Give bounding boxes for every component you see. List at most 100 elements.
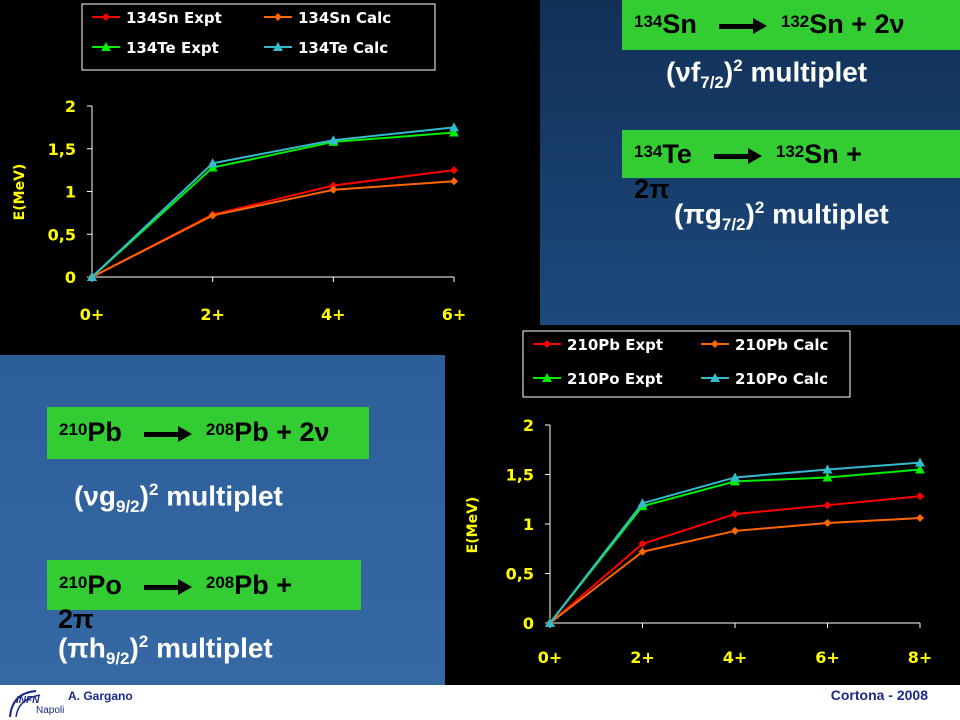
reaction-box-te134: 134Te 132Sn + bbox=[622, 130, 960, 178]
data-point bbox=[823, 519, 832, 528]
chart-210: 210Pb Expt 210Pb Calc 210Po Expt 210Po Calc… bbox=[445, 325, 960, 687]
reaction-box-po210: 210Po 208Pb + bbox=[47, 560, 361, 610]
multiplet-close: ) bbox=[129, 632, 139, 664]
data-point bbox=[916, 492, 924, 501]
legend-label: 134Te Expt bbox=[126, 39, 219, 57]
x-tick-label: 8+ bbox=[908, 648, 933, 667]
y-tick-label: 0 bbox=[65, 268, 76, 287]
x-tick-label: 4+ bbox=[321, 305, 346, 324]
data-point bbox=[328, 135, 339, 145]
multiplet-sup: 2 bbox=[754, 198, 765, 217]
legend-label: 210Po Expt bbox=[567, 370, 663, 388]
logo-infn-text: INFN bbox=[16, 695, 40, 706]
legend-label: 134Te Calc bbox=[298, 39, 388, 57]
multiplet-sub: 7/2 bbox=[721, 214, 746, 234]
data-point bbox=[823, 501, 832, 510]
data-point bbox=[731, 526, 739, 535]
y-tick-label: 2 bbox=[523, 416, 534, 435]
y-tick-label: 2 bbox=[65, 97, 76, 116]
legend-marker bbox=[711, 340, 719, 348]
x-tick-label: 6+ bbox=[815, 648, 840, 667]
y-axis-label: E(MeV) bbox=[465, 497, 481, 554]
x-tick-label: 0+ bbox=[80, 305, 105, 324]
data-point bbox=[822, 472, 833, 482]
y-tick-label: 1 bbox=[523, 515, 534, 534]
multiplet-close: ) bbox=[723, 56, 734, 88]
multiplet-open: (νf bbox=[666, 56, 701, 88]
legend-label: 210Pb Calc bbox=[735, 336, 828, 354]
parent-mass: 210 bbox=[59, 420, 88, 439]
y-tick-label: 1,5 bbox=[506, 466, 534, 485]
multiplet-text: multiplet bbox=[158, 480, 283, 512]
parent-nucleus: Po bbox=[87, 570, 122, 600]
x-tick-label: 4+ bbox=[723, 648, 748, 667]
arrow-icon bbox=[143, 577, 192, 597]
infn-logo-icon bbox=[9, 690, 41, 718]
chart-134: 134Sn Expt 134Sn Calc 134Te Expt 134Te Calc… bbox=[0, 0, 540, 355]
y-tick-label: 0 bbox=[523, 614, 534, 633]
arrow-icon bbox=[143, 424, 192, 444]
daughter-mass: 132 bbox=[780, 12, 810, 31]
multiplet-text: multiplet bbox=[764, 198, 889, 230]
legend-marker bbox=[101, 42, 111, 51]
data-point bbox=[450, 166, 458, 175]
multiplet-text: multiplet bbox=[148, 632, 273, 664]
multiplet-text: multiplet bbox=[742, 56, 868, 88]
author-name: A. Gargano bbox=[68, 689, 133, 703]
multiplet-close: ) bbox=[139, 480, 149, 512]
series-line bbox=[91, 169, 455, 278]
parent-mass: 134 bbox=[634, 12, 663, 31]
parent-mass: 210 bbox=[59, 573, 88, 592]
legend-marker bbox=[543, 340, 551, 348]
y-tick-label: 0,5 bbox=[48, 225, 76, 244]
data-point bbox=[329, 185, 338, 194]
series-line bbox=[549, 461, 921, 624]
data-point bbox=[638, 539, 647, 548]
multiplet-open: (πg bbox=[674, 198, 722, 230]
data-point bbox=[731, 510, 739, 519]
data-point bbox=[637, 498, 648, 508]
legend-label: 210Po Calc bbox=[735, 370, 828, 388]
arrow-icon bbox=[713, 146, 762, 166]
x-tick-label: 2+ bbox=[630, 648, 655, 667]
reaction-box-te134-line2: 2π bbox=[634, 174, 670, 204]
legend-marker bbox=[542, 373, 552, 382]
data-point bbox=[915, 457, 925, 467]
data-point bbox=[916, 514, 924, 523]
multiplet-open: (νg bbox=[74, 480, 116, 512]
legend-box bbox=[522, 330, 851, 398]
chart-134-svg: 134Sn Expt 134Sn Calc 134Te Expt 134Te Calc… bbox=[12, 3, 467, 324]
multiplet-close: ) bbox=[745, 198, 755, 230]
reaction-box-pb210: 210Pb 208Pb + 2ν bbox=[47, 407, 369, 459]
x-tick-label: 6+ bbox=[442, 305, 467, 324]
legend-label: 210Pb Expt bbox=[567, 336, 663, 354]
parent-nucleus: Pb bbox=[87, 417, 122, 447]
y-tick-label: 1,5 bbox=[48, 140, 76, 159]
data-point bbox=[208, 211, 217, 220]
multiplet-sup: 2 bbox=[148, 480, 159, 499]
data-point bbox=[87, 272, 97, 281]
daughter-nucleus: Pb + bbox=[234, 570, 293, 600]
legend-label: 134Sn Calc bbox=[298, 9, 391, 27]
series-line bbox=[91, 180, 455, 278]
reaction-box-sn134: 134Sn 132Sn + 2ν bbox=[622, 0, 960, 50]
legend-marker bbox=[274, 13, 282, 21]
multiplet-te134: (πg7/2)2 multiplet bbox=[674, 198, 889, 235]
data-point bbox=[449, 127, 459, 137]
legend-marker bbox=[102, 13, 110, 21]
data-point bbox=[207, 158, 218, 168]
legend-box bbox=[81, 3, 436, 71]
multiplet-sub: 9/2 bbox=[105, 648, 130, 668]
legend-label: 134Sn Expt bbox=[126, 9, 222, 27]
data-point bbox=[450, 177, 458, 186]
multiplet-sn134: (νf7/2)2 multiplet bbox=[666, 56, 867, 93]
footer: INFN Napoli A. Gargano Cortona - 2008 bbox=[0, 685, 960, 720]
parent-nucleus: Te bbox=[662, 139, 692, 169]
x-tick-label: 2+ bbox=[200, 305, 225, 324]
data-point bbox=[545, 618, 555, 627]
logo-napoli-text: Napoli bbox=[36, 705, 65, 716]
data-point bbox=[730, 472, 740, 482]
daughter-mass: 208 bbox=[205, 420, 235, 439]
series-line bbox=[91, 131, 455, 278]
multiplet-po210: (πh9/2)2 multiplet bbox=[58, 632, 273, 669]
